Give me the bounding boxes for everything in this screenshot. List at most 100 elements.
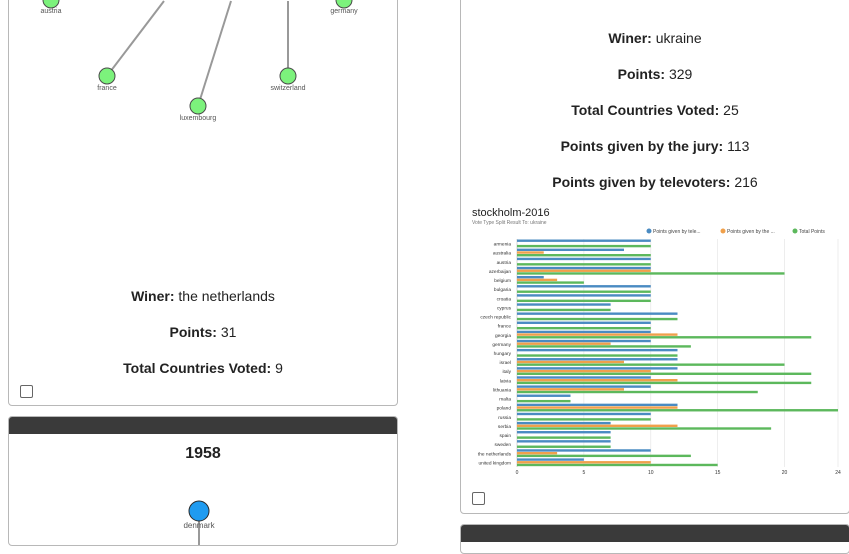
y-tick-label: austria xyxy=(497,260,512,266)
graph-node-luxembourg[interactable] xyxy=(189,97,207,115)
y-tick-label: france xyxy=(498,324,512,330)
bar xyxy=(517,440,611,443)
bar xyxy=(517,372,812,375)
bar xyxy=(517,412,651,416)
bar xyxy=(517,278,558,282)
total-countries-label: Total Countries Voted: xyxy=(123,360,272,376)
y-tick-label: spain xyxy=(500,433,512,439)
legend-marker xyxy=(792,228,798,234)
points-line: Points: 329 xyxy=(461,66,849,82)
chart-title: stockholm-2016 xyxy=(472,207,550,219)
bar xyxy=(517,339,651,343)
graph-node-label: france xyxy=(97,85,117,92)
legend-entry: Points given by the ... xyxy=(727,229,775,235)
bar xyxy=(517,290,651,293)
y-tick-label: bulgaria xyxy=(494,287,511,293)
bar xyxy=(517,257,651,261)
graph-node-austria[interactable] xyxy=(42,0,60,9)
bar xyxy=(517,308,611,312)
bar xyxy=(517,269,651,272)
bar xyxy=(517,388,624,391)
graph-node-germany[interactable] xyxy=(335,0,353,9)
y-tick-label: lithuania xyxy=(493,387,511,393)
jury-points-line: Points given by the jury: 113 xyxy=(461,138,849,154)
y-tick-label: serbia xyxy=(498,424,511,430)
graph-node-label: luxembourg xyxy=(180,115,217,122)
graph-node-switzerland[interactable] xyxy=(279,67,297,85)
bar xyxy=(517,418,651,421)
y-tick-label: czech republic xyxy=(480,315,511,321)
bar xyxy=(517,321,651,324)
select-checkbox[interactable] xyxy=(472,492,485,505)
bar xyxy=(517,367,678,370)
jury-points-value: 113 xyxy=(727,138,750,154)
y-tick-label: sweden xyxy=(494,442,511,448)
bar xyxy=(517,436,611,439)
country-card-1958: 1958 denmark xyxy=(8,416,398,546)
bar xyxy=(517,251,544,254)
points-value: 31 xyxy=(220,324,237,340)
bar xyxy=(517,266,651,270)
graph-edge xyxy=(106,0,165,77)
legend-entry: Total Points xyxy=(799,229,825,235)
y-tick-label: latvia xyxy=(500,378,512,384)
bar xyxy=(517,458,584,461)
graph-node-label: germany xyxy=(330,8,358,15)
total-countries-value: 9 xyxy=(275,360,283,376)
bar xyxy=(517,275,544,279)
bar xyxy=(517,244,651,248)
y-tick-label: georgia xyxy=(495,333,511,339)
winner-line: Winer: the netherlands xyxy=(9,288,397,304)
bar xyxy=(517,303,611,306)
y-tick-label: italy xyxy=(502,369,511,375)
y-tick-label: united kingdom xyxy=(478,460,511,466)
bar xyxy=(517,431,611,434)
legend-marker xyxy=(720,228,726,234)
x-tick-label: 0 xyxy=(516,470,519,476)
total-countries-value: 25 xyxy=(723,102,739,118)
bar xyxy=(517,379,678,382)
card-header-bar xyxy=(461,525,849,542)
bar xyxy=(517,330,651,334)
bar xyxy=(517,326,651,330)
bar xyxy=(517,239,651,242)
bar xyxy=(517,406,678,409)
bar xyxy=(517,399,571,403)
points-label: Points: xyxy=(617,66,666,82)
winner-line: Winer: ukraine xyxy=(461,30,849,46)
bar xyxy=(517,333,678,336)
bar xyxy=(517,394,571,397)
graph-node-france[interactable] xyxy=(98,67,116,85)
winner-label: Winer: xyxy=(608,30,652,46)
bar xyxy=(517,461,651,464)
bar xyxy=(517,449,651,452)
graph-node-label: austria xyxy=(40,8,61,15)
bar xyxy=(517,358,678,361)
winner-label: Winer: xyxy=(131,288,175,304)
y-tick-label: armenia xyxy=(494,242,512,248)
bar xyxy=(517,263,651,266)
televoter-points-value: 216 xyxy=(734,174,758,190)
bar xyxy=(517,299,651,303)
y-tick-label: croatia xyxy=(497,296,512,302)
bar xyxy=(517,421,611,425)
legend-marker xyxy=(646,228,652,234)
total-countries-line: Total Countries Voted: 25 xyxy=(461,102,849,118)
y-tick-label: australia xyxy=(493,251,511,257)
graph-node-denmark[interactable] xyxy=(188,500,210,522)
bar xyxy=(517,381,812,385)
y-tick-label: russia xyxy=(498,415,511,421)
y-tick-label: israel xyxy=(500,360,511,366)
x-tick-label: 15 xyxy=(715,470,721,476)
winner-value: the netherlands xyxy=(178,288,275,304)
voting-network-graph: austria germany france switzerland luxem… xyxy=(40,0,358,122)
bar xyxy=(517,336,812,339)
bar xyxy=(517,281,584,284)
chart-subtitle: Vote Type Split Result To: ukraine xyxy=(472,220,547,226)
select-checkbox[interactable] xyxy=(20,385,33,398)
y-tick-label: belgium xyxy=(494,278,511,284)
country-card-right: Winer: ukraine Points: 329 Total Countri… xyxy=(460,0,849,514)
points-line: Points: 31 xyxy=(9,324,397,340)
bar xyxy=(517,342,611,345)
